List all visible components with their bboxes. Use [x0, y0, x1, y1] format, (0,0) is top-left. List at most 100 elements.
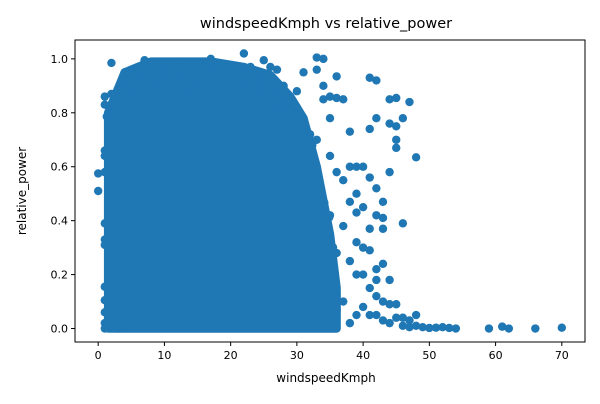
scatter-point	[226, 65, 235, 74]
scatter-point	[378, 224, 388, 233]
scatter-point	[107, 243, 116, 252]
y-tick-label: 1.0	[51, 53, 69, 66]
scatter-point	[299, 68, 308, 77]
scatter-point	[378, 213, 388, 223]
scatter-point	[107, 321, 116, 331]
scatter-point	[107, 176, 116, 185]
scatter-point	[372, 184, 381, 193]
scatter-point	[286, 135, 295, 144]
scatter-points	[93, 49, 567, 333]
scatter-point	[332, 248, 341, 258]
dense-edge-point	[255, 93, 264, 103]
scatter-point	[385, 95, 394, 104]
scatter-point	[107, 297, 116, 306]
scatter-point	[100, 219, 110, 228]
scatter-point	[312, 135, 321, 144]
scatter-point	[378, 316, 388, 325]
scatter-point	[160, 95, 169, 104]
scatter-point	[405, 97, 414, 107]
scatter-point	[173, 58, 182, 68]
scatter-point	[312, 65, 321, 74]
scatter-point	[206, 58, 215, 68]
scatter-point	[133, 65, 143, 74]
scatter-point	[213, 62, 222, 72]
dense-edge-point	[130, 94, 140, 103]
scatter-point	[365, 310, 374, 320]
dense-edge-point	[305, 164, 315, 173]
scatter-point	[504, 324, 514, 333]
x-tick-label: 50	[422, 349, 436, 362]
scatter-point	[339, 176, 348, 185]
scatter-point	[431, 323, 441, 332]
x-axis-ticks: 0 10 20 30 40 50 60 70	[95, 342, 569, 362]
scatter-point	[127, 81, 136, 91]
scatter-point	[392, 135, 401, 144]
scatter-point	[445, 323, 454, 333]
scatter-point	[385, 275, 394, 285]
scatter-point	[305, 189, 315, 198]
dense-edge-point	[259, 76, 268, 85]
dense-edge-point	[114, 119, 123, 128]
scatter-point	[219, 60, 229, 69]
scatter-point	[372, 310, 381, 320]
scatter-point	[180, 65, 189, 74]
scatter-point	[385, 119, 394, 128]
scatter-point	[332, 305, 341, 314]
scatter-point	[107, 58, 116, 68]
scatter-point	[398, 313, 408, 322]
scatter-point	[319, 270, 328, 279]
scatter-point	[339, 95, 348, 104]
scatter-point	[173, 162, 182, 171]
dense-edge-point	[316, 185, 325, 194]
scatter-point	[286, 95, 295, 104]
dense-edge-point	[325, 255, 335, 265]
scatter-point	[392, 122, 401, 131]
scatter-point	[372, 275, 381, 285]
scatter-point	[100, 151, 110, 161]
scatter-point	[398, 321, 408, 331]
scatter-point	[411, 321, 421, 331]
scatter-point	[418, 322, 427, 332]
scatter-point	[113, 270, 123, 279]
x-tick-label: 40	[356, 349, 370, 362]
scatter-point	[266, 189, 275, 198]
scatter-point	[365, 224, 374, 233]
scatter-point	[93, 169, 103, 178]
y-tick-label: 0.8	[51, 107, 69, 120]
scatter-point	[292, 189, 302, 198]
scatter-point	[107, 89, 116, 99]
x-tick-label: 30	[290, 349, 304, 362]
dense-edge-point	[306, 155, 316, 164]
dense-edge-point	[196, 85, 205, 95]
dense-edge-point	[328, 268, 338, 277]
scatter-point	[365, 124, 374, 134]
scatter-point	[378, 297, 388, 306]
scatter-point	[339, 221, 348, 231]
scatter-point	[233, 62, 242, 72]
scatter-point	[332, 72, 341, 81]
y-tick-label: 0.0	[51, 323, 69, 336]
dense-edge-point	[318, 195, 327, 205]
scatter-point	[93, 186, 103, 196]
dense-edge-point	[327, 243, 337, 252]
scatter-point	[133, 270, 143, 279]
x-tick-label: 70	[555, 349, 569, 362]
scatter-point	[113, 202, 123, 212]
scatter-point	[153, 243, 162, 252]
scatter-point	[100, 167, 110, 177]
y-axis-label: relative_power	[15, 147, 29, 235]
scatter-point	[166, 62, 176, 72]
scatter-point	[358, 162, 368, 171]
dense-edge-point	[324, 262, 333, 271]
dense-edge-point	[203, 88, 212, 97]
scatter-point	[332, 93, 341, 103]
scatter-point	[133, 108, 143, 118]
scatter-point	[352, 189, 361, 198]
scatter-point	[358, 243, 368, 252]
scatter-point	[279, 243, 288, 252]
scatter-point	[213, 243, 222, 252]
scatter-point	[365, 246, 374, 255]
dense-edge-point	[197, 79, 206, 88]
